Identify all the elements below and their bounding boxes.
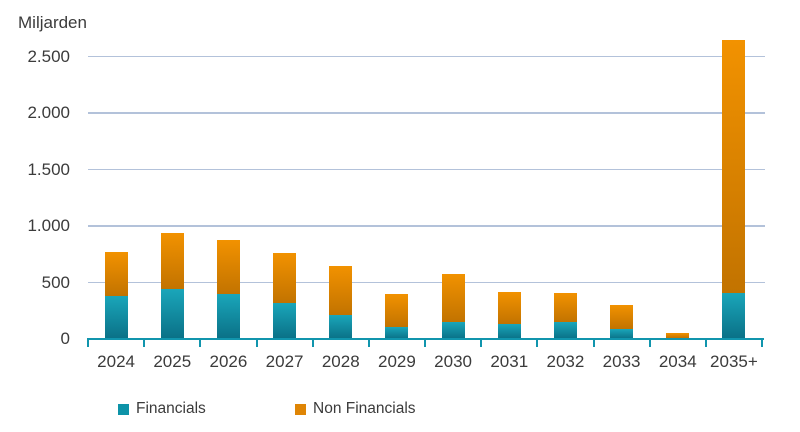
bar-segment-financials xyxy=(104,296,128,339)
bar-segment-non-financials xyxy=(104,252,128,297)
x-axis-tick-mark xyxy=(311,339,314,347)
x-axis-tick-label: 2025 xyxy=(153,352,192,371)
legend-item-financials: Financials xyxy=(118,401,206,417)
bar-group-2026 xyxy=(216,240,240,339)
x-axis-tick-mark xyxy=(87,339,89,347)
y-axis-tick-label: 0 xyxy=(60,329,70,348)
x-axis-tick-mark xyxy=(761,339,763,347)
bar-segment-financials xyxy=(273,303,297,339)
x-axis-tick-mark xyxy=(199,339,202,347)
bar-segment-financials xyxy=(216,293,240,339)
bar-segment-financials xyxy=(610,329,634,339)
legend-swatch-financials xyxy=(118,403,129,415)
gridline xyxy=(88,281,765,284)
bar-segment-financials xyxy=(722,292,746,339)
bar-group-2033 xyxy=(610,305,634,339)
x-axis-tick-mark xyxy=(367,339,370,347)
x-axis-tick-mark xyxy=(704,339,707,347)
legend-item-non-financials: Non Financials xyxy=(295,401,416,417)
gridline xyxy=(88,112,765,114)
bar-segment-financials xyxy=(441,321,465,339)
bar-segment-non-financials xyxy=(329,265,353,316)
x-axis-tick-label: 2033 xyxy=(602,352,641,371)
bar-group-2035+ xyxy=(722,39,746,339)
bar-group-2029 xyxy=(385,293,409,339)
bar-segment-financials xyxy=(497,324,521,339)
x-axis-tick-label: 2031 xyxy=(490,352,529,371)
gridline xyxy=(88,225,765,227)
bar-segment-non-financials xyxy=(610,305,634,330)
bar-segment-financials xyxy=(553,322,577,339)
x-axis-tick-label: 2034 xyxy=(658,352,697,371)
x-axis-tick-label: 2027 xyxy=(265,352,304,371)
y-axis-tick-label: 1.500 xyxy=(27,159,70,179)
bar-segment-non-financials xyxy=(722,39,746,293)
bar-group-2025 xyxy=(160,232,184,339)
chart-title: Miljarden xyxy=(18,13,87,32)
bar-segment-non-financials xyxy=(385,293,409,328)
bar-segment-non-financials xyxy=(553,292,577,323)
x-axis-tick-label: 2026 xyxy=(209,352,248,371)
bar-group-2032 xyxy=(553,292,577,339)
bar-group-2028 xyxy=(329,265,353,339)
x-axis-tick-mark xyxy=(143,339,146,347)
x-axis-tick-mark xyxy=(536,339,539,347)
bar-segment-non-financials xyxy=(441,274,465,322)
legend-swatch-non-financials xyxy=(295,403,306,415)
y-axis-tick-label: 2.500 xyxy=(27,46,70,66)
bar-group-2027 xyxy=(273,252,297,339)
legend-label-financials: Financials xyxy=(136,400,206,417)
legend-label-non-financials: Non Financials xyxy=(313,400,416,417)
bar-group-2031 xyxy=(497,291,521,339)
bar-group-2030 xyxy=(441,274,465,339)
bar-segment-non-financials xyxy=(160,232,184,289)
y-axis-tick-label: 2.000 xyxy=(27,103,70,122)
gridline xyxy=(88,55,765,58)
x-axis-tick-label: 2032 xyxy=(546,352,585,371)
x-axis-tick-mark xyxy=(480,339,483,347)
x-axis-tick-label: 2028 xyxy=(321,352,360,371)
bar-segment-non-financials xyxy=(273,252,297,304)
bar-segment-financials xyxy=(385,327,409,339)
x-axis-line xyxy=(87,337,764,340)
x-axis-tick-label: 2035+ xyxy=(710,352,758,371)
bar-segment-financials xyxy=(329,315,353,339)
x-axis-tick-label: 2030 xyxy=(434,352,472,371)
x-axis-tick-mark xyxy=(255,339,258,347)
bar-segment-non-financials xyxy=(497,291,521,325)
y-axis-tick-label: 500 xyxy=(41,272,70,292)
x-axis-tick-mark xyxy=(424,339,426,347)
gridline xyxy=(88,168,765,171)
x-axis-tick-mark xyxy=(648,339,651,347)
bar-group-2024 xyxy=(104,252,128,339)
bar-segment-non-financials xyxy=(666,333,690,338)
bar-segment-non-financials xyxy=(216,240,240,294)
x-axis-tick-label: 2029 xyxy=(377,352,416,371)
x-axis-tick-mark xyxy=(592,339,595,347)
bar-segment-financials xyxy=(160,288,184,339)
y-axis-tick-label: 1.000 xyxy=(27,216,70,235)
x-axis-tick-label: 2024 xyxy=(97,352,135,371)
